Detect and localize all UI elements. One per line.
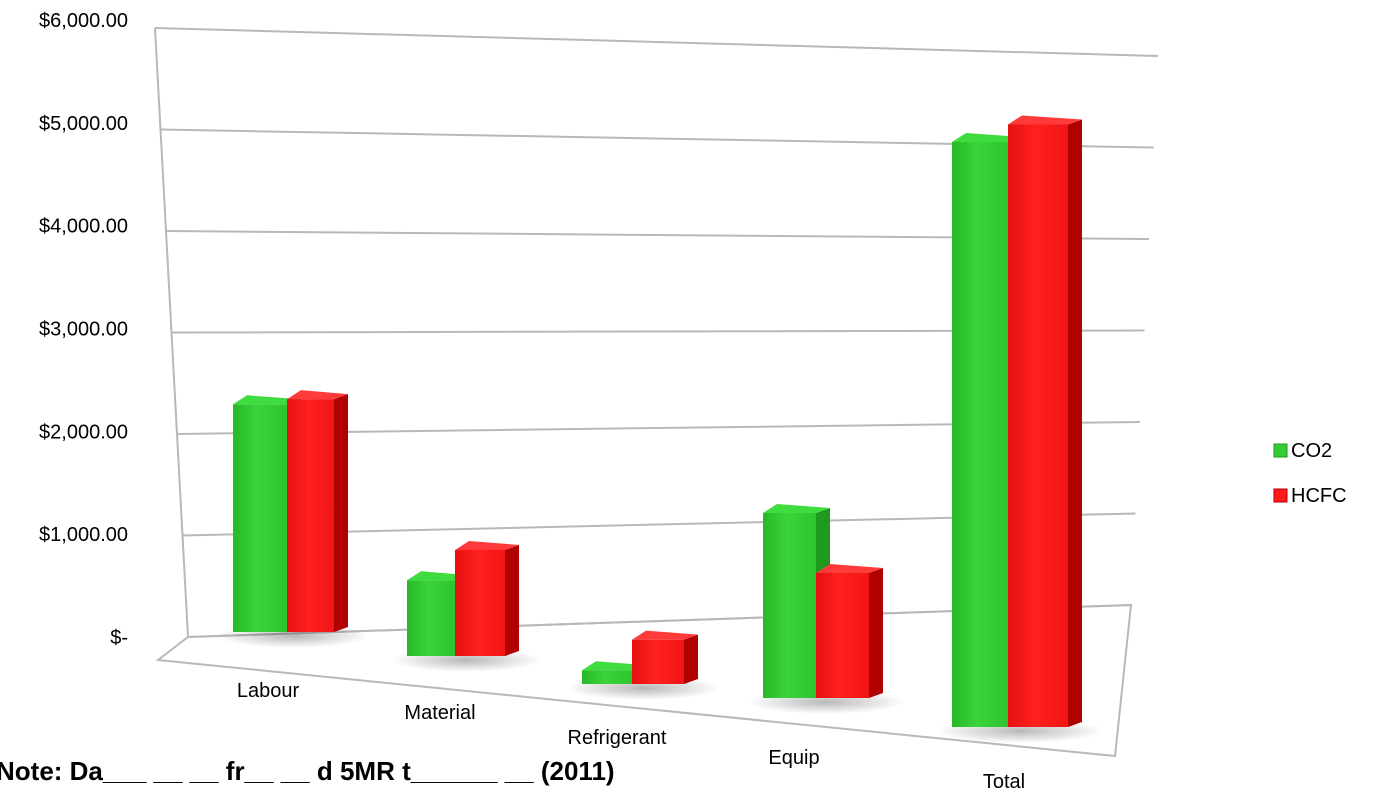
bar-front <box>952 142 1008 727</box>
legend: CO2 HCFC <box>1273 440 1347 507</box>
bars <box>233 115 1082 727</box>
footer-note: Note: Da___ __ __ fr__ __ d 5MR t______ … <box>0 756 615 786</box>
y-axis-labels: $- $1,000.00 $2,000.00 $3,000.00 $4,000.00 $5… <box>39 10 128 649</box>
bar-front <box>1008 124 1068 727</box>
bar-side <box>684 634 698 684</box>
bar-top <box>952 133 1022 142</box>
bar-top <box>287 390 348 400</box>
x-tick-label: Total <box>983 771 1025 793</box>
bar-hcfc-refrigerant <box>632 630 698 684</box>
bar-front <box>407 580 455 656</box>
bar-top <box>582 661 646 671</box>
x-tick-label: Refrigerant <box>568 727 667 749</box>
bar-front <box>455 549 505 656</box>
y-tick-label: $6,000.00 <box>39 10 128 32</box>
bar-side <box>334 394 348 632</box>
legend-swatch <box>1273 488 1288 503</box>
legend-swatch <box>1273 443 1288 458</box>
bar-hcfc-labour <box>287 390 348 632</box>
x-axis-labels: Labour Material Refrigerant Equip Total <box>237 680 1025 793</box>
bar-top <box>763 504 830 513</box>
y-tick-label: $3,000.00 <box>39 319 128 341</box>
y-tick-label: $1,000.00 <box>39 524 128 546</box>
bar-side <box>505 544 519 656</box>
y-tick-label: $2,000.00 <box>39 421 128 443</box>
legend-label: HCFC <box>1291 485 1347 507</box>
bar-front <box>287 399 334 632</box>
bar-front <box>582 670 632 684</box>
bar-front <box>233 404 287 632</box>
bar-top <box>233 395 301 405</box>
legend-label: CO2 <box>1291 440 1332 462</box>
bar-side <box>869 568 883 698</box>
bar-top <box>632 630 698 640</box>
bar-top <box>1008 115 1082 125</box>
bar-front <box>816 573 869 698</box>
bar-front <box>763 513 816 698</box>
y-tick-label: $4,000.00 <box>39 216 128 238</box>
x-tick-label: Material <box>404 702 475 724</box>
y-tick-label: $- <box>110 627 128 649</box>
y-tick-label: $5,000.00 <box>39 113 128 135</box>
bar-side <box>1068 119 1082 727</box>
bar-hcfc-equip <box>816 564 883 698</box>
bar-top <box>407 571 469 581</box>
x-tick-label: Labour <box>237 680 300 702</box>
bar-front <box>632 639 684 684</box>
bar-hcfc-total <box>1008 115 1082 727</box>
bar-top <box>455 540 519 550</box>
bar-hcfc-material <box>455 540 519 656</box>
gridline <box>154 27 1159 57</box>
x-tick-label: Equip <box>768 747 819 769</box>
bar-top <box>816 564 883 573</box>
